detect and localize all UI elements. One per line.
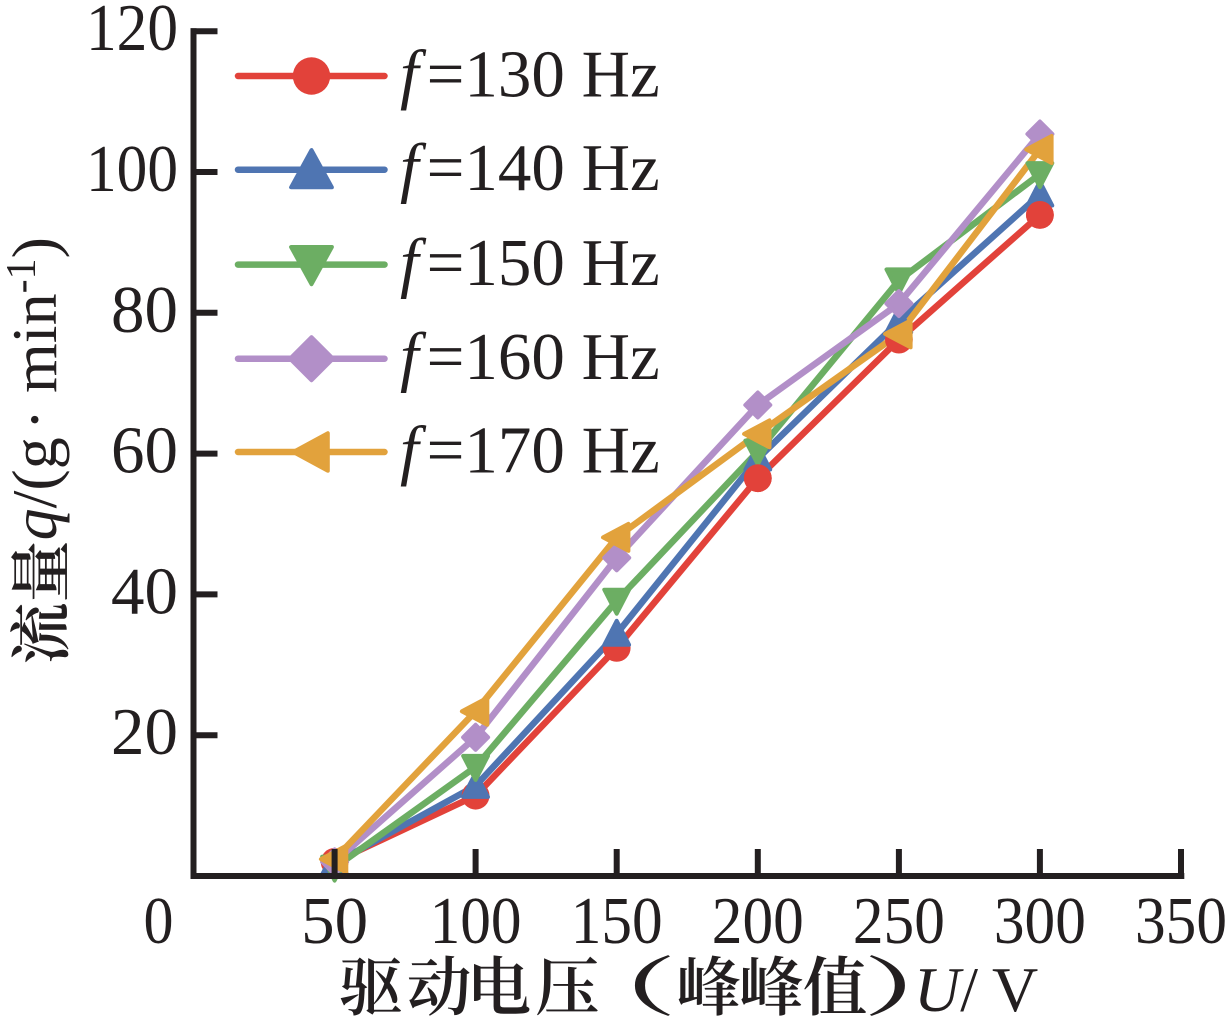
svg-text:V: V bbox=[992, 954, 1038, 1024]
svg-text:150: 150 bbox=[571, 884, 663, 958]
svg-text:40: 40 bbox=[111, 554, 178, 628]
svg-text:20: 20 bbox=[111, 695, 178, 769]
svg-text:80: 80 bbox=[111, 273, 178, 347]
svg-text:U/: U/ bbox=[914, 954, 978, 1024]
svg-text:50: 50 bbox=[301, 884, 368, 958]
svg-text:0: 0 bbox=[144, 884, 174, 958]
svg-text:120: 120 bbox=[86, 0, 178, 65]
svg-text:100: 100 bbox=[86, 132, 178, 206]
svg-text:f=140 Hz: f =140 Hz bbox=[400, 131, 660, 205]
svg-text:200: 200 bbox=[712, 884, 804, 958]
svg-text:f=150 Hz: f =150 Hz bbox=[400, 226, 660, 300]
svg-text:100: 100 bbox=[430, 884, 522, 958]
svg-text:f=130 Hz: f =130 Hz bbox=[400, 38, 660, 112]
svg-text:f=160 Hz: f =160 Hz bbox=[400, 320, 660, 394]
svg-text:60: 60 bbox=[111, 414, 178, 488]
svg-text:350: 350 bbox=[1135, 884, 1227, 958]
svg-text:300: 300 bbox=[994, 884, 1086, 958]
svg-text:250: 250 bbox=[853, 884, 945, 958]
svg-text:f=170 Hz: f =170 Hz bbox=[400, 414, 660, 488]
